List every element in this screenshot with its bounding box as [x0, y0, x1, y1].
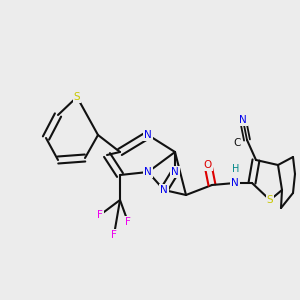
Text: N: N	[231, 178, 239, 188]
Text: N: N	[171, 167, 179, 177]
Text: S: S	[74, 92, 80, 102]
Text: F: F	[125, 217, 131, 227]
Text: O: O	[204, 160, 212, 170]
Text: F: F	[111, 230, 117, 240]
Text: N: N	[160, 185, 168, 195]
Text: H: H	[232, 164, 240, 174]
Text: N: N	[239, 115, 247, 125]
Text: S: S	[267, 195, 273, 205]
Text: C: C	[233, 138, 241, 148]
Text: N: N	[144, 167, 152, 177]
Text: F: F	[97, 210, 103, 220]
Text: N: N	[144, 130, 152, 140]
